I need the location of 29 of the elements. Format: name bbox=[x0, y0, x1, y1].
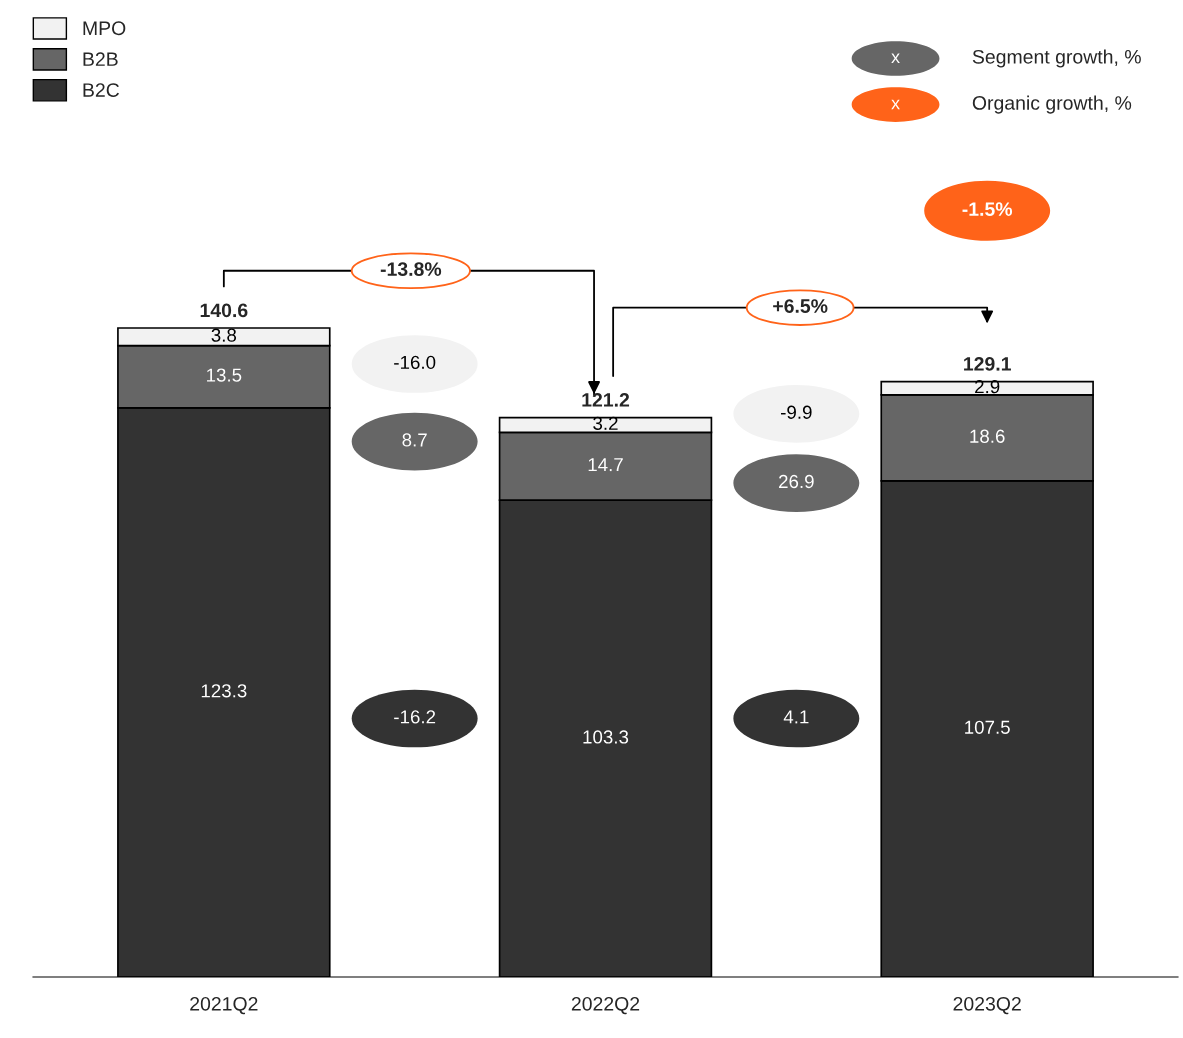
text: -1.5% bbox=[962, 202, 1013, 216]
text: -13.8% bbox=[380, 262, 442, 277]
data-label: 123.3 bbox=[201, 684, 247, 698]
data-label: 3.8 bbox=[211, 328, 237, 342]
annotation: -16.2 bbox=[394, 710, 436, 724]
text: x bbox=[891, 99, 900, 110]
text: Segment growth, % bbox=[972, 49, 1141, 68]
x-tick-label: 2021Q2 bbox=[190, 996, 258, 1015]
legend-label: B2C bbox=[83, 83, 120, 97]
annotation: -9.9 bbox=[781, 405, 812, 419]
total-label: 121.2 bbox=[582, 393, 630, 407]
text: Organic growth, % bbox=[972, 95, 1132, 114]
x-tick-label: 2023Q2 bbox=[953, 996, 1021, 1015]
data-label: 14.7 bbox=[588, 458, 623, 472]
data-label: 13.5 bbox=[207, 368, 242, 382]
annotation: 26.9 bbox=[779, 474, 814, 489]
data-label: 18.6 bbox=[970, 429, 1005, 443]
total-label: 129.1 bbox=[964, 357, 1011, 371]
text: +6.5% bbox=[773, 299, 828, 313]
data-label: 103.3 bbox=[583, 730, 629, 744]
x-tick-label: 2022Q2 bbox=[571, 996, 640, 1015]
annotation: 8.7 bbox=[402, 433, 427, 447]
legend-label: B2B bbox=[83, 52, 118, 66]
legend-label: MPO bbox=[83, 21, 126, 36]
total-label: 140.6 bbox=[200, 303, 248, 318]
data-label: 107.5 bbox=[965, 720, 1010, 734]
annotation: 4.1 bbox=[783, 710, 809, 724]
annotation: -16.0 bbox=[394, 355, 436, 370]
text: x bbox=[891, 53, 900, 64]
